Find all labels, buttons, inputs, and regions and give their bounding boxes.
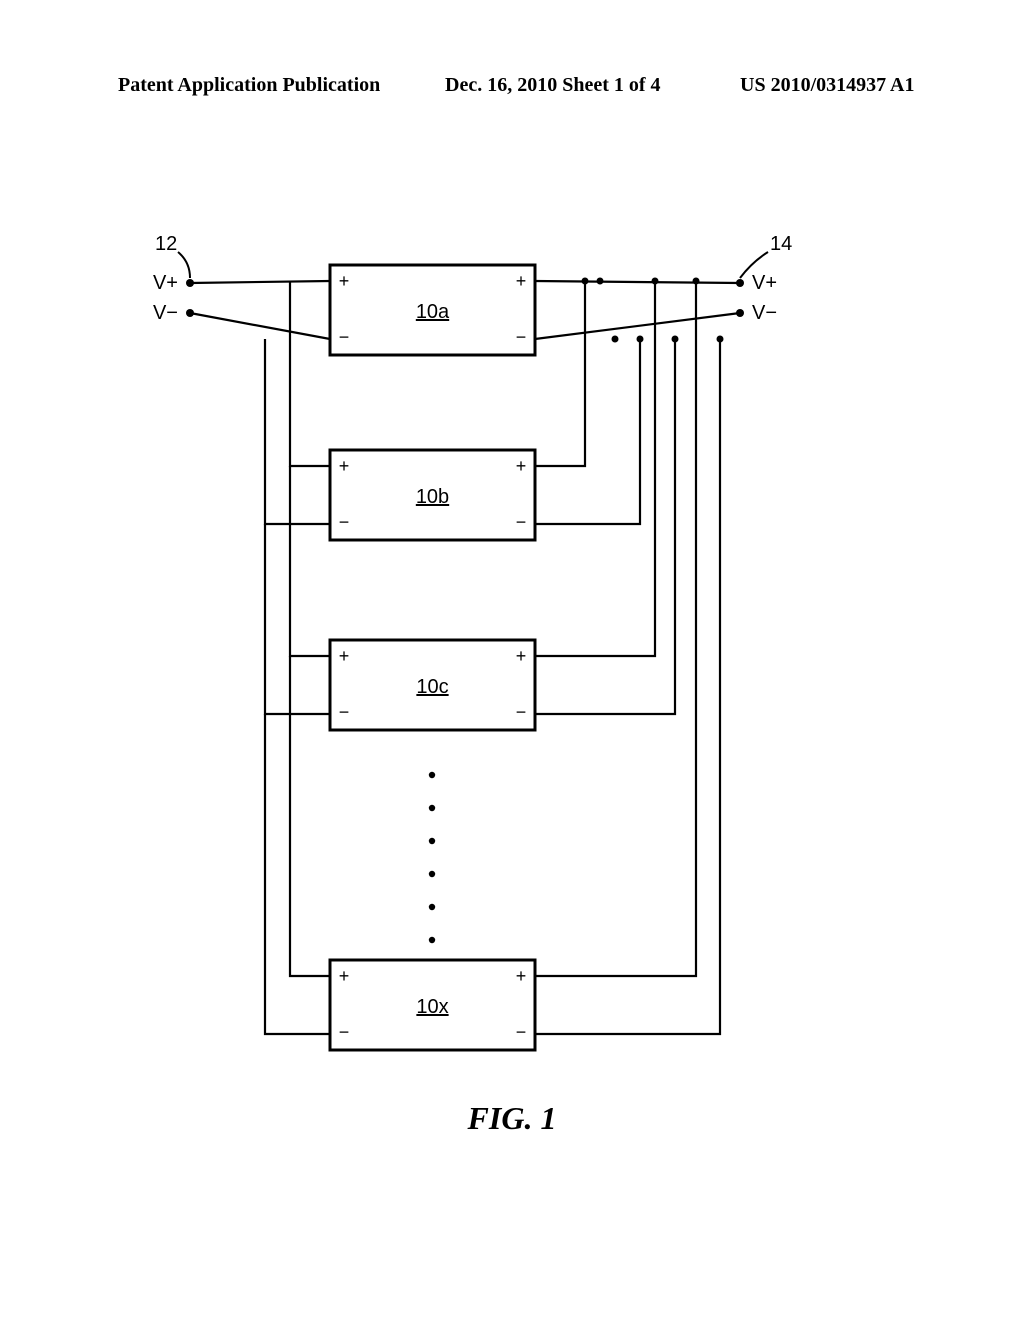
node-plus-a (597, 278, 604, 285)
node-minus-a (612, 336, 619, 343)
box-minus-in-10c: − (339, 702, 350, 722)
box-plus-in-10c: + (339, 646, 350, 666)
ellipsis-dot (429, 937, 435, 943)
box-label-10a: 10a (416, 301, 450, 323)
node-plus-b (582, 278, 589, 285)
node-minus-c (672, 336, 679, 343)
box-plus-in-10a: + (339, 271, 350, 291)
wire-out-minus-a (535, 313, 740, 339)
wire-left-plus-b (290, 281, 330, 466)
box-plus-out-10c: + (516, 646, 527, 666)
box-label-10x: 10x (416, 996, 448, 1018)
wire-in-minus-a (190, 313, 330, 339)
box-label-10b: 10b (416, 486, 449, 508)
figure-label: FIG. 1 (0, 1100, 1024, 1137)
wire-out-minus-x (535, 339, 720, 1034)
right-vminus-label: V− (752, 302, 777, 324)
ref-12-leader (178, 252, 190, 278)
node-minus-x (717, 336, 724, 343)
ref-12: 12 (155, 233, 177, 255)
wire-out-plus-b (535, 281, 585, 466)
box-plus-in-10x: + (339, 966, 350, 986)
ellipsis-dot (429, 805, 435, 811)
wire-left-minus-x (265, 714, 330, 1034)
wire-in-plus-a (190, 281, 330, 283)
box-minus-in-10a: − (339, 327, 350, 347)
ellipsis-dot (429, 871, 435, 877)
box-plus-out-10b: + (516, 456, 527, 476)
wire-left-minus-c (265, 524, 330, 714)
wire-left-minus-b (265, 339, 330, 524)
wire-out-plus-a (535, 281, 740, 283)
wire-out-plus-x (535, 281, 696, 976)
box-minus-out-10b: − (516, 512, 527, 532)
node-plus-x (693, 278, 700, 285)
box-plus-out-10a: + (516, 271, 527, 291)
box-minus-out-10a: − (516, 327, 527, 347)
wire-left-plus-c (290, 466, 330, 656)
box-minus-in-10x: − (339, 1022, 350, 1042)
right-vplus-label: V+ (752, 272, 777, 294)
wire-left-plus-x (290, 656, 330, 976)
ellipsis-dot (429, 904, 435, 910)
left-vminus-label: V− (153, 302, 178, 324)
page: Patent Application Publication Dec. 16, … (0, 0, 1024, 1320)
box-plus-in-10b: + (339, 456, 350, 476)
ellipsis-dot (429, 838, 435, 844)
ref-14: 14 (770, 233, 792, 255)
ellipsis-dot (429, 772, 435, 778)
left-vplus-label: V+ (153, 272, 178, 294)
node-minus-b (637, 336, 644, 343)
box-plus-out-10x: + (516, 966, 527, 986)
node-plus-c (652, 278, 659, 285)
box-label-10c: 10c (416, 676, 448, 698)
box-minus-out-10c: − (516, 702, 527, 722)
box-minus-in-10b: − (339, 512, 350, 532)
wire-out-minus-b (535, 339, 640, 524)
box-minus-out-10x: − (516, 1022, 527, 1042)
